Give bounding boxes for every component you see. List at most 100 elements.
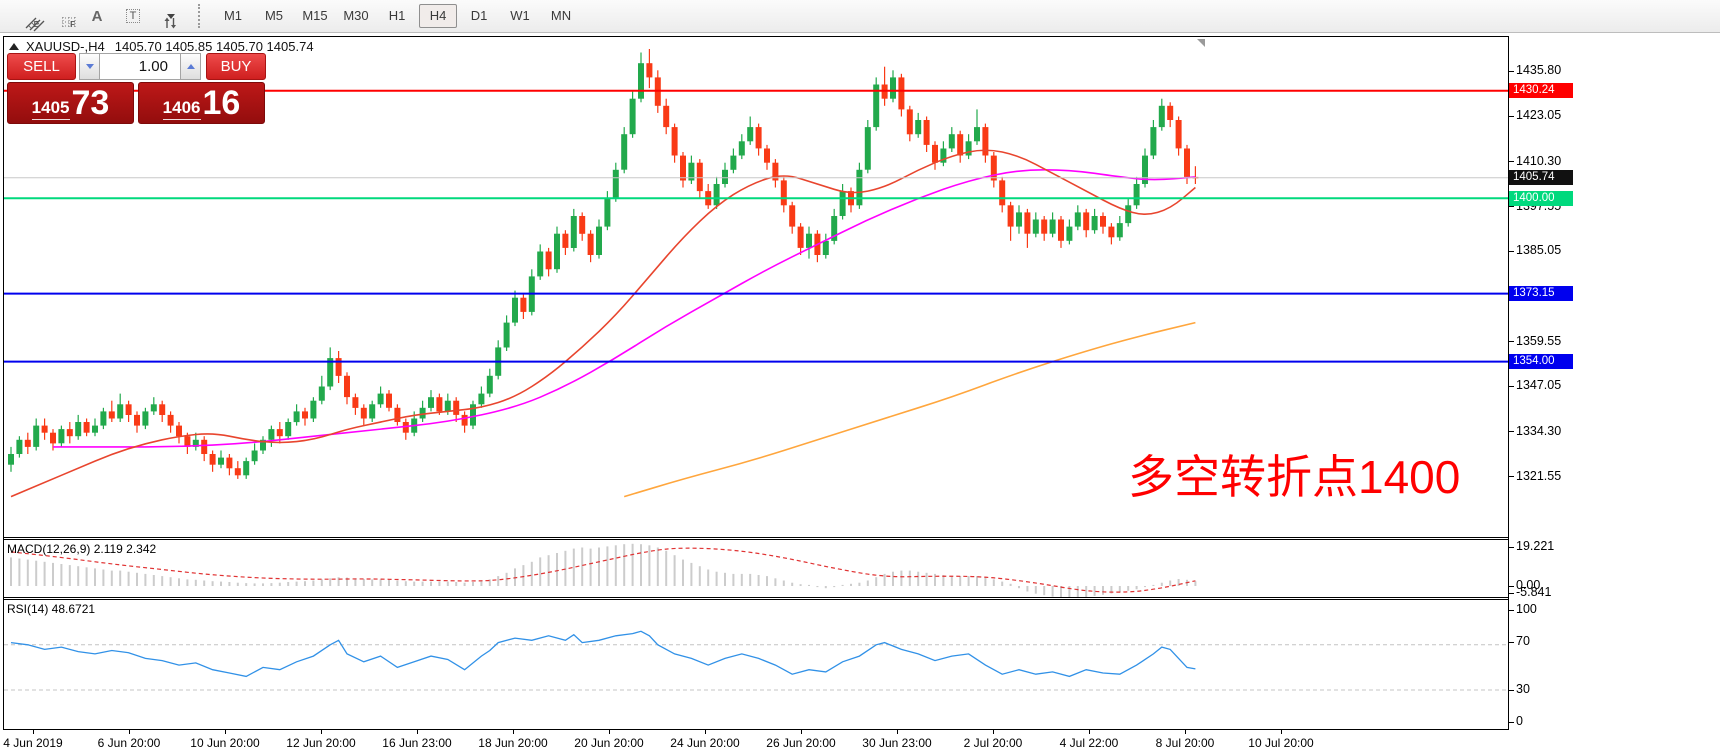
text-label-tool[interactable]: T [118,3,148,29]
chart-left-border [3,36,4,730]
time-axis-tick [513,730,514,734]
timeframe-button-w1[interactable]: W1 [510,8,530,23]
price-axis-label: 1321.55 [1516,468,1562,483]
time-axis-label: 4 Jun 2019 [3,736,63,750]
time-axis-label: 2 Jul 20:00 [963,736,1023,750]
time-axis-label: 18 Jun 20:00 [478,736,548,750]
buy-button[interactable]: BUY [206,53,266,80]
axis-tick [1508,385,1514,387]
timeframe-button-m30[interactable]: M30 [343,8,369,23]
buy-price-pips: 16 [202,84,241,122]
text-tool-icon: A [91,7,103,25]
axis-tick [1508,431,1514,433]
macd-pane-canvas[interactable] [4,540,1508,597]
axis-tick [1508,609,1514,611]
price-axis-label: 1385.05 [1516,243,1562,258]
chart-shift-marker[interactable] [1197,39,1205,47]
sell-price-display[interactable]: 1405 73 [7,82,134,124]
time-axis-label: 26 Jun 20:00 [766,736,836,750]
price-badge: 1430.24 [1509,83,1573,99]
time-axis-tick [801,730,802,734]
axis-tick [1508,70,1514,72]
equidistant-channel-tool[interactable]: E [10,3,45,32]
axis-tick [1508,592,1514,594]
volume-decrease-button[interactable] [79,53,100,80]
time-axis-label: 4 Jul 22:00 [1059,736,1119,750]
one-click-trading-panel: SELL BUY 1405 73 1406 16 [7,53,269,124]
ma-long-line [623,321,1196,498]
axis-tick [1508,585,1514,587]
price-badge: 1354.00 [1509,354,1573,370]
time-axis-label: 12 Jun 20:00 [286,736,356,750]
rsi-indicator-label: RSI(14) 48.6721 [7,602,96,616]
collapse-arrow-icon[interactable] [9,43,19,50]
toolbar-separator [198,4,200,28]
rsi-pane-top-border [3,599,1509,600]
rsi-grid-layer [4,644,1508,691]
arrows-tool[interactable] [154,3,184,29]
symbol-header: XAUUSD-,H4 1405.70 1405.85 1405.70 1405.… [9,39,314,54]
axis-tick [1508,546,1514,548]
timeframe-button-m5[interactable]: M5 [264,8,284,23]
grid-tool-sub-label: F [70,20,75,29]
ma-slow-line [53,168,1196,448]
volume-increase-button[interactable] [180,53,201,80]
macd-pane-top-border [3,539,1509,540]
time-axis-tick [609,730,610,734]
time-axis-tick [33,730,34,734]
chart-right-border [1508,36,1509,730]
indicator-axis-label: 70 [1516,634,1530,648]
sell-price-main: 1405 [31,99,70,120]
indicator-axis-label: -5.841 [1516,585,1552,599]
time-axis-label: 8 Jul 20:00 [1155,736,1215,750]
buy-price-display[interactable]: 1406 16 [138,82,265,124]
buy-price-main: 1406 [162,99,201,120]
sell-button[interactable]: SELL [7,53,76,80]
time-axis-label: 10 Jul 20:00 [1248,736,1314,750]
fibo-grid-tool[interactable]: F [46,3,77,29]
triangle-up-icon [186,64,195,69]
time-axis-tick [1185,730,1186,734]
indicator-axis-label: 19.221 [1516,539,1555,553]
time-axis-tick [417,730,418,734]
timeframe-button-d1[interactable]: D1 [470,8,488,23]
chart-window: XAUUSD-,H4 1405.70 1405.85 1405.70 1405.… [0,34,1720,756]
triangle-down-icon [85,64,94,69]
axis-tick [1508,115,1514,117]
indicator-axis-label: 100 [1516,602,1537,616]
macd-indicator-label: MACD(12,26,9) 2.119 2.342 [7,542,157,556]
chevron-down-icon [167,13,175,19]
label-tool-icon: T [125,9,141,23]
moving-averages-layer [10,149,1196,498]
rsi-pane-canvas[interactable] [4,600,1508,729]
axis-tick [1508,721,1514,723]
volume-input[interactable] [100,53,180,80]
time-axis-tick [321,730,322,734]
macd-signal-line [10,547,1196,593]
timeframe-button-mn[interactable]: MN [550,8,572,23]
ma-fast-line [10,149,1196,498]
toolbar: E F A T [0,0,1720,33]
price-axis-label: 1410.30 [1516,153,1562,168]
text-tool[interactable]: A [82,3,112,29]
axis-tick [1508,206,1514,208]
timeframe-button-m1[interactable]: M1 [223,8,243,23]
symbol-name: XAUUSD-,H4 [26,39,105,54]
time-axis-tick [993,730,994,734]
chart-annotation-text: 多空转折点1400 [1128,451,1461,503]
timeframe-button-h4[interactable]: H4 [419,4,457,28]
time-axis: 4 Jun 2019 6 Jun 20:00 10 Jun 20:00 12 Jun … [0,730,1720,756]
axis-tick [1508,341,1514,343]
time-axis-label: 10 Jun 20:00 [190,736,260,750]
ohlc-values: 1405.70 1405.85 1405.70 1405.74 [114,39,314,54]
axis-tick [1508,250,1514,252]
price-axis-label: 1435.80 [1516,63,1562,77]
price-axis: 1435.80 1423.05 1410.30 1397.55 1385.05 1359.… [1508,37,1719,730]
timeframe-button-m15[interactable]: M15 [302,8,328,23]
axis-tick [1508,641,1514,643]
timeframe-button-h1[interactable]: H1 [388,8,406,23]
channel-tool-sub-label: E [33,20,39,29]
rsi-pane-bottom-border [3,729,1509,730]
price-axis-label: 1359.55 [1516,333,1562,348]
axis-tick [1508,476,1514,478]
